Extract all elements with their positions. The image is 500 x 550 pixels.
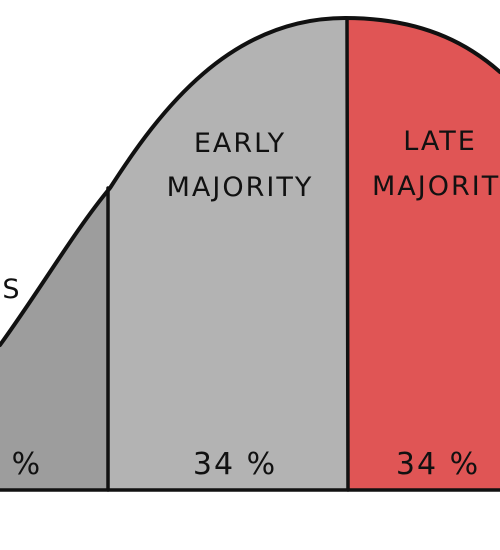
segment-early-adopters-label: S xyxy=(2,274,21,305)
curve-outline xyxy=(0,16,500,347)
segment-early-majority-label-line1: EARLY xyxy=(194,128,286,159)
segment-early-majority-label-line2: MAJORITY xyxy=(167,172,314,203)
divider-2 xyxy=(345,16,350,492)
segment-late-majority-percent: 34 % xyxy=(396,447,480,482)
segment-early-adopters-percent: ' % xyxy=(0,447,42,482)
segment-early-majority-fill xyxy=(108,18,348,490)
segment-late-majority-label-line2: MAJORIT xyxy=(372,171,500,202)
segment-early-adopters-fill xyxy=(0,18,108,490)
segment-late-majority-label-line1: LATE xyxy=(403,126,477,157)
segment-late-majority-fill xyxy=(348,18,500,490)
segment-early-majority-percent: 34 % xyxy=(193,447,277,482)
